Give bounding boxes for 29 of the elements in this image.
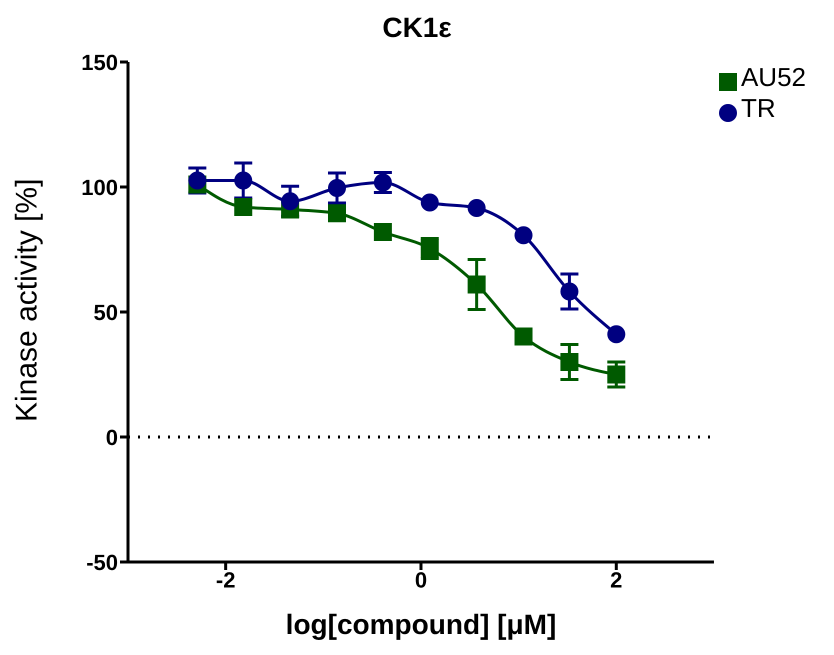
chart-title: CK1ε <box>382 12 452 43</box>
x-tick-label: 0 <box>414 568 428 593</box>
point <box>514 226 533 244</box>
point <box>234 198 252 216</box>
point <box>234 172 252 190</box>
point <box>560 353 578 371</box>
y-tick-label: 50 <box>94 300 118 325</box>
y-tick-label: 150 <box>81 50 118 75</box>
x-axis-title: log[compound] [μM] <box>286 609 556 640</box>
legend-label: AU52 <box>740 62 806 92</box>
x-tick-label: 2 <box>610 568 622 593</box>
point <box>328 204 346 222</box>
y-tick-label: -50 <box>86 550 118 575</box>
point <box>468 276 486 294</box>
point <box>607 325 626 344</box>
point <box>328 179 346 197</box>
y-tick-label: 100 <box>81 174 118 200</box>
legend-label: TR <box>740 93 776 123</box>
point <box>281 192 300 210</box>
point <box>607 366 626 384</box>
x-tick-label: -2 <box>216 568 236 593</box>
point <box>514 328 533 346</box>
point <box>374 223 392 241</box>
y-axis-title: Kinase activity [%] <box>10 178 44 422</box>
point <box>468 199 486 217</box>
point <box>420 194 439 212</box>
point <box>560 282 578 300</box>
point <box>188 172 206 190</box>
y-tick-label: 0 <box>106 424 118 450</box>
